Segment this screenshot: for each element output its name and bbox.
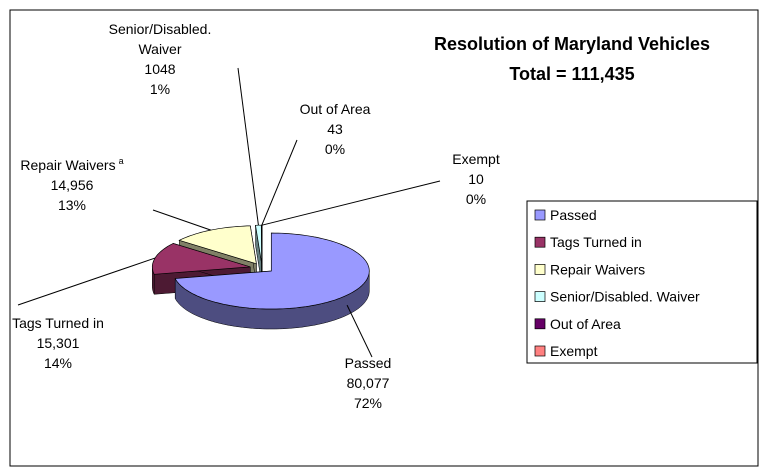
chart-subtitle: Total = 111,435 (509, 64, 634, 84)
slice (178, 225, 257, 265)
leader-line (237, 67, 259, 226)
legend-label: Exempt (550, 343, 598, 359)
data-label-name: Exempt (436, 149, 516, 169)
legend-swatch (534, 291, 546, 302)
data-label-percent: 0% (465, 191, 487, 207)
data-label-percent: 14% (43, 355, 73, 371)
data-label-percent: 13% (57, 197, 87, 213)
data-label-value: 10 (468, 171, 484, 187)
legend-label: Repair Waivers (550, 261, 645, 277)
slice (174, 232, 370, 310)
data-label-category: Senior/Disabled. Waiver (108, 21, 212, 57)
data-label-value: 15,301 (36, 335, 80, 351)
legend-swatch (534, 318, 546, 330)
legend-label: Senior/Disabled. Waiver (550, 289, 700, 305)
data-label-percent: 0% (324, 141, 346, 157)
pie (151, 224, 370, 330)
data-label: Passed 80,077 72% (318, 353, 418, 413)
legend-label: Out of Area (550, 316, 621, 332)
leader-line (261, 139, 298, 226)
legend-box (526, 200, 758, 364)
footnote-mark: a (118, 156, 124, 166)
data-label-value: 1048 (144, 61, 176, 77)
leader-line (346, 304, 373, 358)
data-label: Senior/Disabled. Waiver 1048 1% (99, 19, 221, 99)
legend-swatch (534, 345, 546, 357)
legend-swatch (534, 264, 546, 275)
data-label-category: Out of Area (299, 101, 371, 117)
data-label: Tags Turned in 15,301 14% (0, 313, 118, 373)
legend-label: Passed (550, 207, 597, 223)
leader-line (261, 180, 441, 226)
data-label-value: 43 (327, 121, 343, 137)
data-label-name: Repair Waivers a (0, 151, 147, 175)
data-label-category: Repair Waivers (20, 157, 116, 173)
slice (151, 243, 251, 275)
chart-title: Resolution of Maryland Vehicles (434, 34, 710, 54)
data-label-percent: 72% (353, 395, 383, 411)
legend-label: Tags Turned in (550, 234, 642, 250)
data-label-name: Passed (318, 353, 418, 373)
leader-line (152, 209, 212, 231)
data-label-name: Senior/Disabled. Waiver (99, 19, 221, 59)
data-label-category: Passed (344, 355, 392, 371)
data-label: Repair Waivers a 14,956 13% (0, 151, 147, 215)
legend-swatch (534, 236, 546, 248)
data-label-category: Tags Turned in (12, 315, 104, 331)
data-label-name: Out of Area (285, 99, 385, 119)
data-label-percent: 1% (149, 81, 171, 97)
data-label-category: Exempt (452, 151, 500, 167)
data-label: Out of Area 43 0% (285, 99, 385, 159)
data-label-value: 80,077 (346, 375, 390, 391)
legend-swatch (534, 209, 546, 221)
data-label: Exempt 10 0% (436, 149, 516, 209)
data-label-name: Tags Turned in (0, 313, 118, 333)
data-label-value: 14,956 (50, 177, 94, 193)
leader-line (17, 257, 156, 306)
